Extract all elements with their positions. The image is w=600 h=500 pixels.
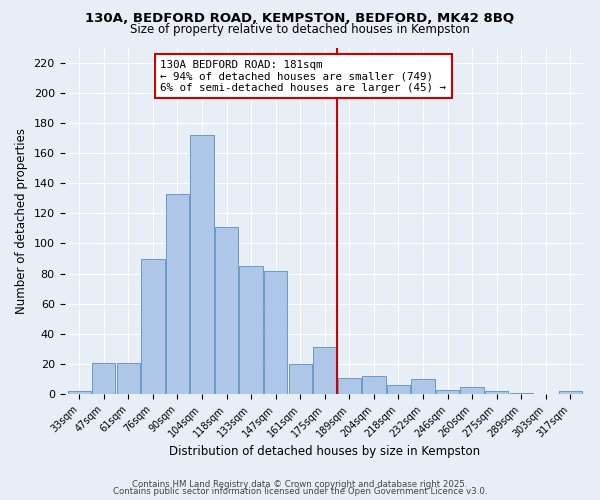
Bar	[387, 385, 410, 394]
Bar	[559, 391, 582, 394]
Bar	[362, 376, 386, 394]
Bar	[460, 386, 484, 394]
Text: Contains public sector information licensed under the Open Government Licence v3: Contains public sector information licen…	[113, 487, 487, 496]
Bar	[68, 391, 91, 394]
Bar	[436, 390, 459, 394]
Text: 130A, BEDFORD ROAD, KEMPSTON, BEDFORD, MK42 8BQ: 130A, BEDFORD ROAD, KEMPSTON, BEDFORD, M…	[85, 12, 515, 26]
X-axis label: Distribution of detached houses by size in Kempston: Distribution of detached houses by size …	[169, 444, 481, 458]
Bar	[215, 227, 238, 394]
Bar	[485, 391, 508, 394]
Bar	[166, 194, 189, 394]
Text: Contains HM Land Registry data © Crown copyright and database right 2025.: Contains HM Land Registry data © Crown c…	[132, 480, 468, 489]
Bar	[141, 258, 164, 394]
Bar	[338, 378, 361, 394]
Bar	[116, 362, 140, 394]
Bar	[509, 392, 533, 394]
Bar	[190, 135, 214, 394]
Bar	[313, 348, 337, 394]
Bar	[92, 362, 115, 394]
Bar	[239, 266, 263, 394]
Text: 130A BEDFORD ROAD: 181sqm
← 94% of detached houses are smaller (749)
6% of semi-: 130A BEDFORD ROAD: 181sqm ← 94% of detac…	[160, 60, 446, 93]
Bar	[264, 270, 287, 394]
Y-axis label: Number of detached properties: Number of detached properties	[15, 128, 28, 314]
Bar	[412, 379, 434, 394]
Bar	[289, 364, 312, 394]
Text: Size of property relative to detached houses in Kempston: Size of property relative to detached ho…	[130, 22, 470, 36]
